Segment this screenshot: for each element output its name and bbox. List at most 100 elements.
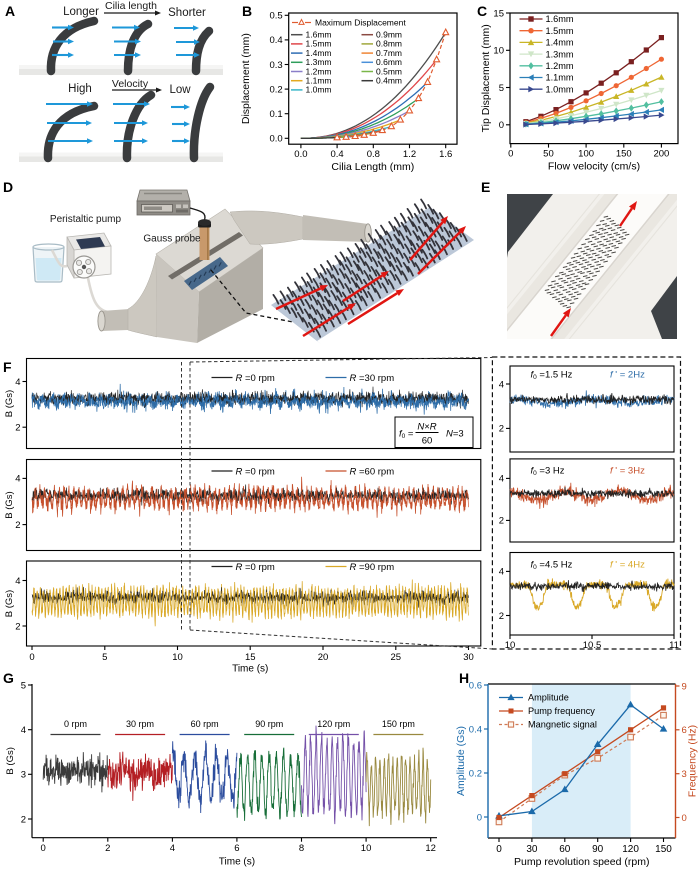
svg-text:2: 2 bbox=[105, 843, 110, 854]
svg-text:10: 10 bbox=[493, 46, 504, 57]
svg-text:F: F bbox=[3, 359, 12, 375]
svg-text:6: 6 bbox=[234, 843, 239, 854]
svg-text:12: 12 bbox=[425, 843, 436, 854]
svg-text:Tip Displacement (mm): Tip Displacement (mm) bbox=[480, 24, 492, 132]
svg-text:Low: Low bbox=[169, 84, 191, 96]
svg-text:90 rpm: 90 rpm bbox=[255, 719, 283, 729]
svg-text:4: 4 bbox=[21, 725, 26, 736]
svg-text:f0 =1.5 Hz: f0 =1.5 Hz bbox=[531, 370, 573, 382]
svg-text:4: 4 bbox=[499, 474, 504, 485]
svg-text:1.5mm: 1.5mm bbox=[546, 26, 574, 36]
svg-text:B (Gs): B (Gs) bbox=[4, 590, 15, 617]
svg-text:High: High bbox=[68, 83, 92, 95]
svg-text:3: 3 bbox=[21, 770, 26, 781]
svg-text:0.6: 0.6 bbox=[469, 680, 482, 691]
svg-text:Amplitude: Amplitude bbox=[528, 693, 569, 703]
svg-text:Velocity: Velocity bbox=[112, 78, 149, 90]
svg-text:f0 =: f0 = bbox=[399, 429, 414, 441]
svg-text:0.1: 0.1 bbox=[269, 109, 282, 120]
svg-text:f ' = 3Hz: f ' = 3Hz bbox=[610, 466, 645, 477]
svg-text:1.1mm: 1.1mm bbox=[546, 73, 574, 83]
svg-text:120: 120 bbox=[622, 844, 639, 855]
svg-text:4: 4 bbox=[499, 567, 504, 578]
svg-text:5: 5 bbox=[102, 652, 107, 663]
svg-text:0.2: 0.2 bbox=[269, 84, 282, 95]
svg-text:Flow velocity (cm/s): Flow velocity (cm/s) bbox=[548, 161, 640, 173]
svg-text:4: 4 bbox=[499, 379, 504, 390]
svg-text:Time (s): Time (s) bbox=[232, 664, 268, 675]
svg-text:0 rpm: 0 rpm bbox=[64, 719, 87, 729]
svg-text:25: 25 bbox=[390, 652, 401, 663]
svg-text:0: 0 bbox=[29, 652, 34, 663]
svg-text:H: H bbox=[459, 670, 469, 686]
svg-text:Displacement (mm): Displacement (mm) bbox=[240, 33, 252, 124]
svg-text:Cilia length: Cilia length bbox=[105, 0, 157, 12]
svg-text:90: 90 bbox=[592, 844, 604, 855]
svg-text:0: 0 bbox=[682, 813, 687, 824]
svg-text:4: 4 bbox=[15, 576, 20, 587]
svg-text:9: 9 bbox=[682, 681, 687, 692]
svg-text:1.1mm: 1.1mm bbox=[306, 76, 332, 86]
svg-text:R =60 rpm: R =60 rpm bbox=[350, 467, 395, 478]
svg-text:4: 4 bbox=[170, 843, 175, 854]
svg-text:30: 30 bbox=[463, 652, 474, 663]
svg-text:11: 11 bbox=[669, 640, 679, 651]
svg-text:2: 2 bbox=[499, 611, 504, 622]
svg-text:4: 4 bbox=[15, 474, 20, 485]
svg-text:Shorter: Shorter bbox=[168, 7, 206, 19]
svg-text:B (Gs): B (Gs) bbox=[4, 491, 15, 518]
svg-text:B: B bbox=[242, 3, 252, 19]
svg-text:30 rpm: 30 rpm bbox=[126, 719, 154, 729]
svg-text:Gauss probe: Gauss probe bbox=[143, 234, 201, 245]
svg-text:D: D bbox=[3, 179, 13, 195]
svg-text:0.0: 0.0 bbox=[294, 149, 307, 160]
svg-text:1.0mm: 1.0mm bbox=[306, 85, 332, 95]
svg-text:A: A bbox=[5, 3, 15, 19]
svg-text:0.5mm: 0.5mm bbox=[376, 66, 402, 76]
svg-text:0.4: 0.4 bbox=[330, 149, 343, 160]
svg-text:1.6: 1.6 bbox=[439, 149, 452, 160]
svg-text:Mangnetic signal: Mangnetic signal bbox=[528, 720, 597, 730]
svg-text:60: 60 bbox=[422, 436, 433, 447]
svg-text:0.2: 0.2 bbox=[469, 768, 482, 779]
svg-text:1.5mm: 1.5mm bbox=[306, 39, 332, 49]
svg-text:3: 3 bbox=[682, 769, 687, 780]
svg-text:f ' = 4Hz: f ' = 4Hz bbox=[610, 560, 645, 571]
svg-text:1.0mm: 1.0mm bbox=[546, 84, 574, 94]
svg-text:R =0 rpm: R =0 rpm bbox=[236, 467, 275, 478]
svg-text:15: 15 bbox=[245, 652, 256, 663]
svg-text:20: 20 bbox=[318, 652, 329, 663]
svg-text:Peristaltic pump: Peristaltic pump bbox=[50, 214, 122, 225]
svg-text:150: 150 bbox=[655, 844, 672, 855]
svg-text:1.6mm: 1.6mm bbox=[546, 14, 574, 24]
svg-text:2: 2 bbox=[21, 814, 26, 825]
svg-text:1.3mm: 1.3mm bbox=[546, 49, 574, 59]
svg-text:1.4mm: 1.4mm bbox=[546, 38, 574, 48]
svg-text:5: 5 bbox=[21, 680, 26, 691]
svg-text:0.6mm: 0.6mm bbox=[376, 57, 402, 67]
svg-text:0.0: 0.0 bbox=[269, 134, 282, 145]
svg-text:100: 100 bbox=[578, 149, 594, 160]
svg-text:1.2mm: 1.2mm bbox=[306, 66, 332, 76]
svg-text:4: 4 bbox=[15, 377, 20, 388]
svg-text:f0 =3 Hz: f0 =3 Hz bbox=[531, 466, 565, 478]
svg-text:0.7mm: 0.7mm bbox=[376, 48, 402, 58]
svg-text:B (Gs): B (Gs) bbox=[5, 747, 16, 774]
svg-text:60: 60 bbox=[559, 844, 571, 855]
svg-text:0.8: 0.8 bbox=[367, 149, 380, 160]
svg-text:2: 2 bbox=[15, 520, 20, 531]
svg-text:50: 50 bbox=[543, 149, 554, 160]
svg-text:Pump frequency: Pump frequency bbox=[528, 706, 595, 716]
svg-text:1.3mm: 1.3mm bbox=[306, 57, 332, 67]
svg-text:10: 10 bbox=[361, 843, 372, 854]
svg-text:1.4mm: 1.4mm bbox=[306, 48, 332, 58]
svg-text:Maximum Displacement: Maximum Displacement bbox=[315, 18, 406, 28]
svg-text:10: 10 bbox=[505, 640, 516, 651]
svg-text:120 rpm: 120 rpm bbox=[317, 719, 350, 729]
svg-text:Longer: Longer bbox=[63, 6, 99, 18]
svg-text:200: 200 bbox=[653, 149, 669, 160]
svg-text:Frequency (Hz): Frequency (Hz) bbox=[687, 725, 699, 797]
svg-text:R =90 rpm: R =90 rpm bbox=[350, 562, 395, 573]
svg-text:f0 =4.5 Hz: f0 =4.5 Hz bbox=[531, 560, 573, 572]
svg-text:0.4: 0.4 bbox=[469, 724, 482, 735]
